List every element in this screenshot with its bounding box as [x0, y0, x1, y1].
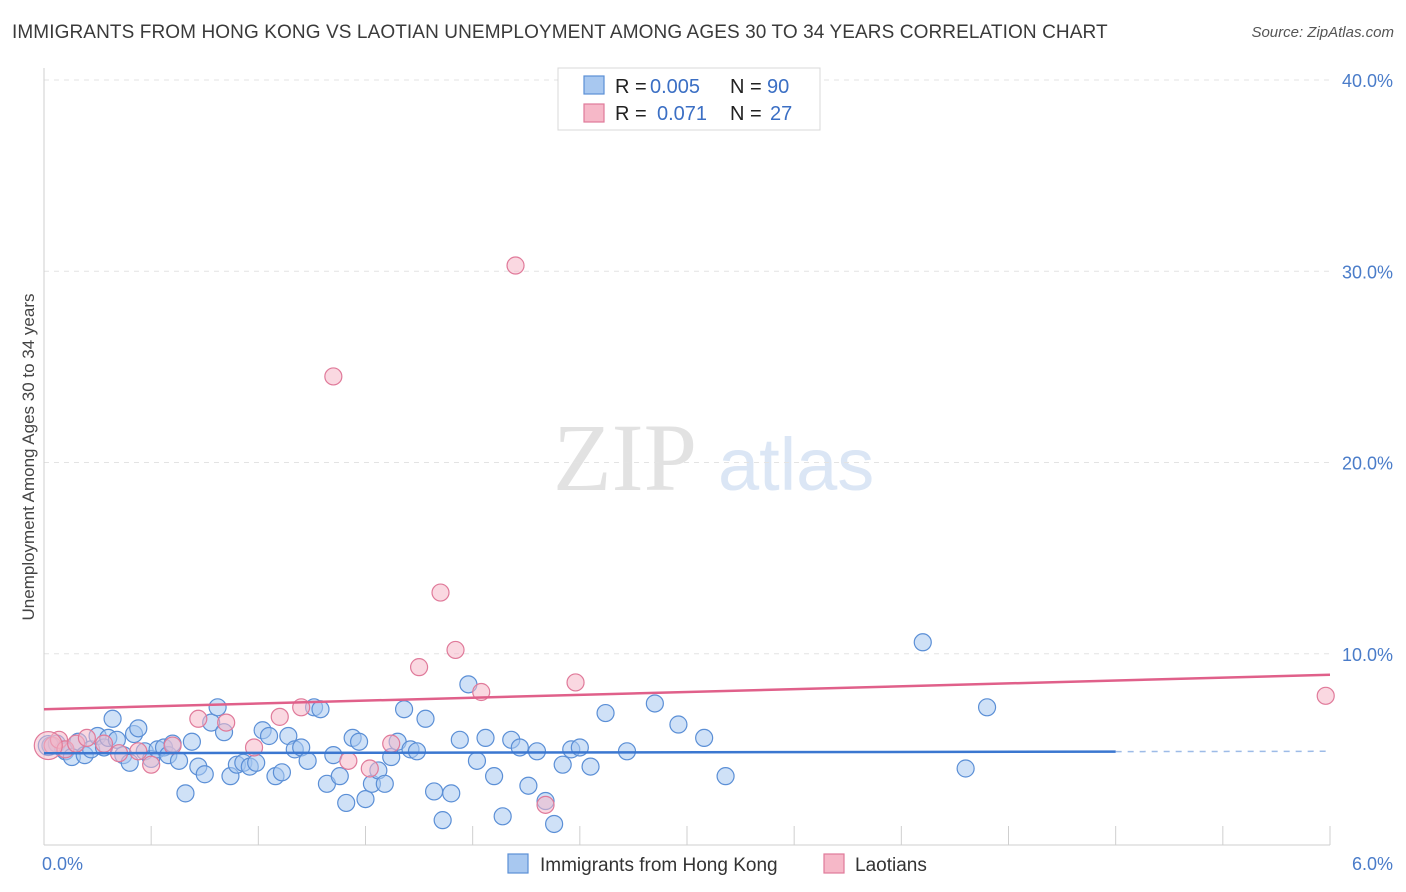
point-hong-kong-51: [349, 732, 369, 751]
trend-line-laotians: [43, 673, 1331, 711]
point-hong-kong-11: [103, 709, 122, 728]
point-laotians-5: [94, 734, 114, 753]
point-hong-kong-24: [176, 784, 195, 803]
point-hong-kong-58: [394, 700, 414, 719]
legend: R = 0.005 N = 90 R = 0.071 N = 27: [557, 67, 821, 131]
point-laotians-26: [1316, 686, 1335, 705]
legend-r-label-1: R =: [615, 76, 647, 98]
bottom-legend-swatch-hong-kong: [507, 853, 529, 874]
point-hong-kong-29: [208, 698, 227, 717]
bottom-legend-label-hong-kong: Immigrants from Hong Kong: [540, 855, 778, 876]
tick-labels: 10.0% 20.0% 30.0% 40.0% 0.0% 6.0%: [42, 71, 1393, 874]
y-tick-label-1: 20.0%: [1342, 454, 1393, 474]
point-hong-kong-69: [485, 767, 504, 786]
point-hong-kong-16: [129, 719, 148, 738]
bottom-legend-label-laotians: Laotians: [855, 855, 927, 876]
chart-title: IMMIGRANTS FROM HONG KONG VS LAOTIAN UNE…: [12, 22, 1108, 43]
point-hong-kong-23: [169, 751, 189, 770]
point-hong-kong-25: [182, 732, 201, 751]
point-laotians-17: [360, 759, 379, 778]
y-axis-label: Unemployment Among Ages 30 to 34 years: [19, 294, 38, 621]
point-laotians-25: [566, 673, 585, 692]
point-hong-kong-49: [337, 793, 356, 813]
point-hong-kong-48: [330, 767, 349, 786]
point-hong-kong-27: [195, 765, 214, 784]
point-hong-kong-80: [581, 757, 600, 776]
point-hong-kong-65: [450, 730, 469, 749]
trend-line-hong-kong: [43, 750, 1116, 755]
point-hong-kong-68: [476, 728, 495, 748]
point-hong-kong-64: [442, 784, 461, 803]
axes: [43, 68, 1331, 846]
legend-n-label-1: N =: [730, 76, 762, 98]
legend-swatch-hong-kong: [583, 75, 605, 95]
point-laotians-18: [382, 734, 401, 753]
legend-n-label-2: N =: [730, 103, 762, 125]
legend-r-value-2: 0.071: [657, 103, 707, 125]
point-laotians-19: [409, 658, 429, 677]
point-laotians-13: [270, 707, 289, 726]
legend-r-value-1: 0.005: [650, 76, 700, 98]
bottom-legend-swatch-laotians: [823, 853, 845, 874]
point-hong-kong-43: [298, 751, 317, 770]
watermark-atlas: atlas: [718, 423, 874, 506]
trend-lines: [43, 673, 1331, 755]
point-laotians-cluster: [33, 730, 63, 761]
legend-n-value-2: 27: [770, 103, 792, 125]
y-tick-label-3: 40.0%: [1342, 71, 1393, 91]
point-laotians-8: [142, 755, 161, 774]
point-hong-kong-85: [695, 728, 714, 748]
point-hong-kong-70: [493, 807, 512, 826]
point-hong-kong-77: [553, 755, 572, 774]
series-hong-kong-points: [37, 633, 997, 834]
point-hong-kong-61: [416, 709, 435, 728]
point-laotians-10: [189, 709, 208, 728]
point-hong-kong-62: [424, 782, 444, 801]
point-laotians-9: [163, 736, 182, 755]
y-tick-label-0: 10.0%: [1342, 645, 1393, 665]
gridlines: [44, 79, 1330, 655]
point-hong-kong-63: [433, 811, 452, 830]
point-laotians-16: [339, 751, 358, 770]
point-hong-kong-55: [375, 774, 394, 793]
point-laotians-15: [324, 367, 343, 386]
point-hong-kong-39: [272, 763, 292, 782]
point-laotians-7: [129, 742, 148, 761]
watermark: ZIP atlas: [553, 404, 874, 511]
x-tick-label-0: 0.0%: [42, 854, 83, 874]
point-hong-kong-37: [259, 726, 279, 746]
point-hong-kong-35: [247, 753, 266, 772]
point-hong-kong-87: [913, 633, 932, 652]
legend-r-label-2: R =: [615, 103, 647, 125]
point-laotians-20: [431, 583, 450, 602]
chart-source: Source: ZipAtlas.com: [1251, 24, 1394, 41]
point-laotians-24: [536, 795, 555, 814]
series-laotians-points: [33, 256, 1335, 814]
legend-swatch-laotians: [583, 103, 605, 123]
point-laotians-21: [446, 640, 465, 660]
point-hong-kong-89: [977, 698, 997, 717]
point-laotians-11: [217, 713, 236, 732]
point-laotians-23: [506, 256, 525, 275]
point-hong-kong-60: [407, 742, 427, 761]
point-hong-kong-88: [956, 759, 975, 778]
point-hong-kong-76: [545, 814, 564, 834]
point-hong-kong-86: [716, 767, 735, 786]
point-hong-kong-81: [596, 703, 615, 723]
point-hong-kong-84: [669, 715, 688, 734]
y-tick-label-2: 30.0%: [1342, 262, 1393, 282]
point-hong-kong-52: [356, 789, 375, 809]
point-hong-kong-67: [467, 751, 487, 770]
watermark-zip: ZIP: [553, 404, 697, 511]
point-hong-kong-83: [645, 694, 664, 713]
point-hong-kong-45: [311, 700, 330, 719]
legend-n-value-1: 90: [767, 76, 789, 98]
point-hong-kong-73: [519, 776, 538, 795]
point-laotians-4: [77, 728, 96, 748]
x-tick-label-1: 6.0%: [1352, 854, 1393, 874]
bottom-legend: Immigrants from Hong Kong Laotians: [507, 853, 927, 876]
